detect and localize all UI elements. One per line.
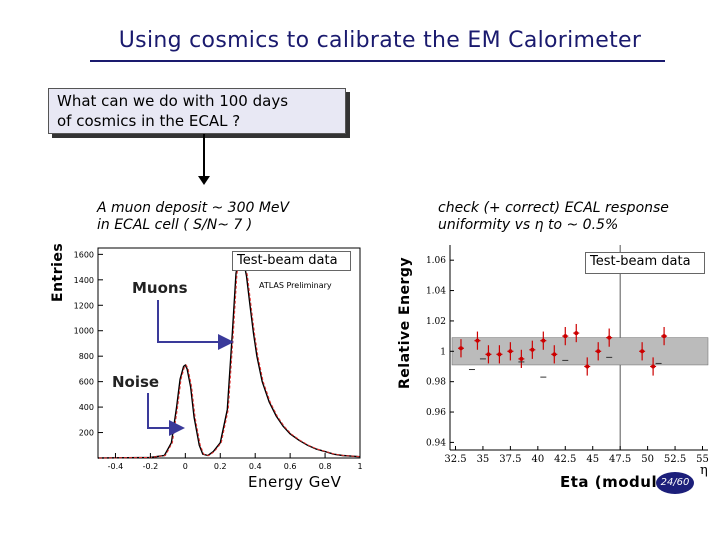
muons-annotation: Muons [132,279,188,297]
data-point [519,356,524,361]
data-point [662,334,667,339]
noise-annotation: Noise [112,373,160,391]
question-line-1: What can we do with 100 days [57,92,289,110]
data-point [486,352,491,357]
left-y-tick-label: 1600 [74,250,94,259]
right-x-tick-label: 55 [696,454,709,465]
right-x-tick-label: 35 [477,454,490,465]
data-point [585,364,590,369]
data-point [552,352,557,357]
right-caption-line-2: uniformity vs η to ~ 0.5% [438,217,619,233]
arrow-stem [203,134,205,180]
right-x-axis-label: Eta (module) [560,473,676,491]
left-plot-frame [97,247,361,459]
left-y-tick-label: 1400 [74,276,94,285]
right-y-tick-label: 0.96 [426,408,446,418]
left-x-tick-label: 0 [183,462,188,470]
question-line-2: of cosmics in the ECAL ? [57,112,241,130]
left-x-tick-label: 0.8 [319,462,332,470]
left-y-tick-label: 200 [79,429,94,438]
data-point [640,349,645,354]
right-x-tick-label: 40 [531,454,544,465]
data-point [530,347,535,352]
energy-histogram-chart: -0.4 -0.2 0 0.2 0.4 0.6 0.8 1200400600800100012… [74,247,363,470]
data-point [497,352,502,357]
data-point [607,335,612,340]
right-y-tick-label: 1.02 [426,317,446,327]
left-y-tick-label: 600 [79,378,94,387]
fit-curve [98,253,362,459]
noise-pointer-arrow [147,393,185,436]
right-y-tick-label: 1 [440,347,446,357]
right-x-tick-label: 52.5 [664,454,686,465]
data-point [651,364,656,369]
uniformity-caption: check (+ correct) ECAL response uniformi… [438,200,669,234]
data-point [508,349,513,354]
title-underline [90,60,665,62]
muon-deposit-caption: A muon deposit ~ 300 MeV in ECAL cell ( … [97,200,289,234]
left-y-tick-label: 800 [79,352,94,361]
data-point [574,331,579,336]
left-x-tick-label: -0.4 [108,462,124,470]
left-x-axis-label: Energy GeV [248,473,342,491]
question-callout: What can we do with 100 days of cosmics … [48,88,346,134]
right-y-tick-label: 1.06 [426,256,446,266]
muons-pointer-arrow [157,300,234,350]
left-x-tick-label: 1 [357,462,362,470]
right-caption-line-1: check (+ correct) ECAL response [438,200,669,216]
right-y-tick-label: 1.04 [426,287,446,297]
left-x-tick-label: -0.2 [143,462,159,470]
page-number-badge: 24/60 [656,472,694,494]
data-point [475,338,480,343]
right-x-tick-label: 50 [641,454,654,465]
atlas-preliminary-label: ATLAS Preliminary [259,281,332,290]
left-x-tick-label: 0.2 [214,462,227,470]
left-caption-line-1: A muon deposit ~ 300 MeV [97,200,290,216]
data-point [563,334,568,339]
right-x-tick-label: 42.5 [554,454,576,465]
left-y-tick-label: 1000 [74,327,94,336]
testbeam-data-histogram [97,252,361,459]
uniformity-band [451,337,709,366]
right-y-tick-label: 0.94 [426,438,446,448]
eta-axis-symbol: η [700,463,708,478]
left-legend-box: Test-beam data [232,251,351,271]
arrow-down-icon [198,176,210,185]
right-legend-box: Test-beam data [585,252,705,274]
relative-energy-chart: 32.5 35 37.5 40 42.5 45 47.5 50 52.5 55 0.94 0.96 0.… [426,245,709,465]
left-y-tick-label: 400 [79,403,94,412]
right-x-tick-label: 45 [586,454,599,465]
data-point [596,349,601,354]
right-y-tick-label: 0.98 [426,378,446,388]
right-x-tick-label: 47.5 [609,454,631,465]
right-x-tick-label: 32.5 [444,454,466,465]
left-x-tick-label: 0.4 [249,462,262,470]
left-x-tick-label: 0.6 [284,462,297,470]
data-point [541,338,546,343]
left-y-tick-label: 1200 [74,301,94,310]
left-caption-line-2: in ECAL cell ( S/N~ 7 ) [97,217,253,233]
slide-title: Using cosmics to calibrate the EM Calori… [118,28,642,53]
data-point [458,346,463,351]
right-x-tick-label: 37.5 [499,454,521,465]
